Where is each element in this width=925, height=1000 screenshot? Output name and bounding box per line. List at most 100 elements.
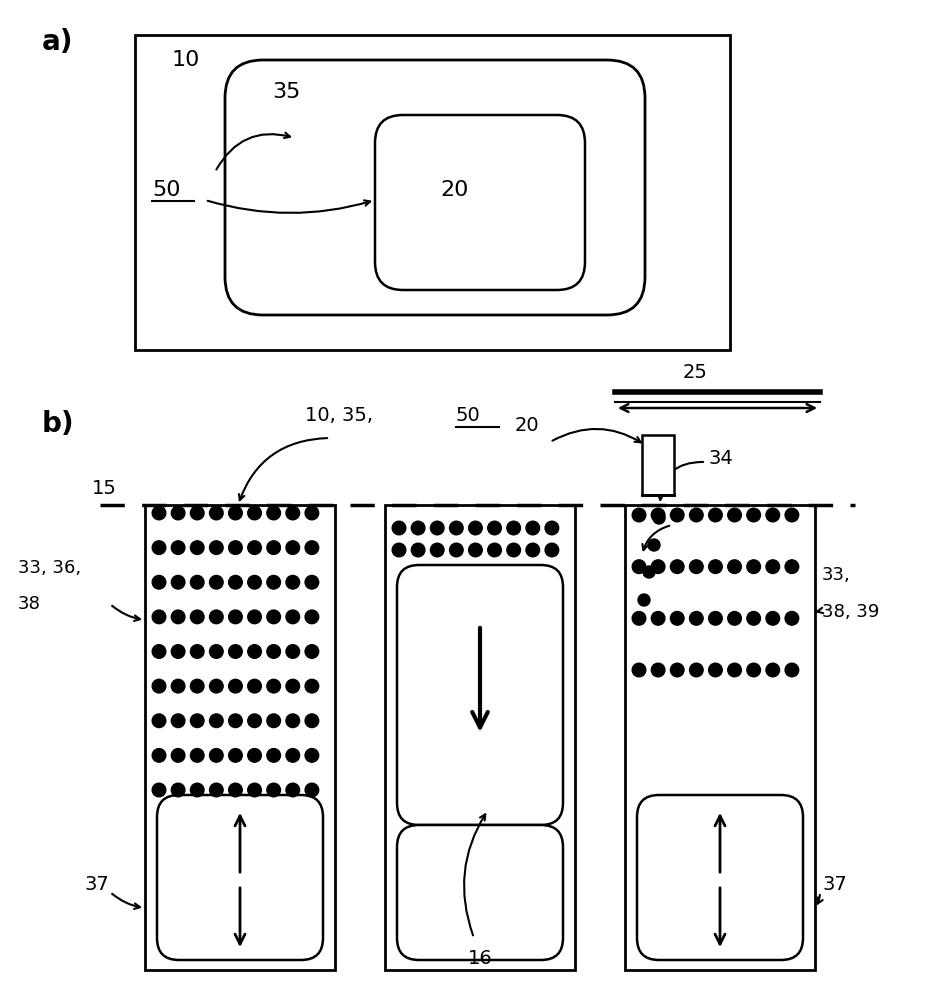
Circle shape xyxy=(153,610,166,624)
Circle shape xyxy=(171,679,185,693)
Circle shape xyxy=(526,521,539,535)
Circle shape xyxy=(709,560,722,573)
Circle shape xyxy=(248,679,262,693)
Circle shape xyxy=(248,783,262,797)
Circle shape xyxy=(210,645,223,658)
Circle shape xyxy=(153,575,166,589)
Circle shape xyxy=(392,521,406,535)
Circle shape xyxy=(487,543,501,557)
Circle shape xyxy=(728,508,741,522)
Circle shape xyxy=(153,749,166,762)
Circle shape xyxy=(267,645,280,658)
Circle shape xyxy=(507,543,521,557)
Bar xyxy=(385,505,575,970)
FancyBboxPatch shape xyxy=(397,825,563,960)
Circle shape xyxy=(412,543,425,557)
Text: 20: 20 xyxy=(515,416,539,435)
Circle shape xyxy=(638,594,650,606)
Circle shape xyxy=(191,575,204,589)
Circle shape xyxy=(267,541,280,554)
Circle shape xyxy=(785,663,798,677)
Bar xyxy=(145,505,335,970)
Text: 34: 34 xyxy=(708,448,733,468)
Circle shape xyxy=(746,663,760,677)
Circle shape xyxy=(286,575,300,589)
Circle shape xyxy=(430,521,444,535)
Circle shape xyxy=(171,506,185,520)
Circle shape xyxy=(305,714,319,728)
Circle shape xyxy=(286,506,300,520)
Circle shape xyxy=(267,610,280,624)
Circle shape xyxy=(210,575,223,589)
Circle shape xyxy=(632,663,646,677)
Circle shape xyxy=(469,543,482,557)
Text: 38, 39: 38, 39 xyxy=(822,603,880,621)
Circle shape xyxy=(286,541,300,554)
Circle shape xyxy=(248,714,262,728)
Text: b): b) xyxy=(42,410,75,438)
Circle shape xyxy=(191,783,204,797)
Circle shape xyxy=(286,714,300,728)
Circle shape xyxy=(228,714,242,728)
Circle shape xyxy=(210,749,223,762)
Circle shape xyxy=(766,560,780,573)
Circle shape xyxy=(671,663,684,677)
Circle shape xyxy=(632,508,646,522)
Circle shape xyxy=(171,541,185,554)
Circle shape xyxy=(487,521,501,535)
Circle shape xyxy=(545,543,559,557)
Circle shape xyxy=(545,521,559,535)
Circle shape xyxy=(305,783,319,797)
Circle shape xyxy=(171,645,185,658)
Circle shape xyxy=(228,749,242,762)
Text: 20: 20 xyxy=(441,180,469,200)
Text: 35: 35 xyxy=(272,82,301,102)
Circle shape xyxy=(305,506,319,520)
Circle shape xyxy=(228,506,242,520)
Circle shape xyxy=(671,560,684,573)
Circle shape xyxy=(267,575,280,589)
Circle shape xyxy=(153,506,166,520)
Circle shape xyxy=(191,749,204,762)
Circle shape xyxy=(526,543,539,557)
Circle shape xyxy=(171,610,185,624)
Text: a): a) xyxy=(42,28,73,56)
Circle shape xyxy=(171,714,185,728)
Circle shape xyxy=(728,560,741,573)
Circle shape xyxy=(191,506,204,520)
Circle shape xyxy=(653,512,665,524)
Circle shape xyxy=(689,663,703,677)
Circle shape xyxy=(286,679,300,693)
Circle shape xyxy=(248,541,262,554)
Circle shape xyxy=(191,541,204,554)
Circle shape xyxy=(191,645,204,658)
Circle shape xyxy=(153,541,166,554)
Bar xyxy=(625,505,815,970)
Circle shape xyxy=(153,714,166,728)
Circle shape xyxy=(210,679,223,693)
Circle shape xyxy=(651,663,665,677)
Circle shape xyxy=(689,508,703,522)
Text: 50: 50 xyxy=(456,406,481,425)
Circle shape xyxy=(746,508,760,522)
Circle shape xyxy=(248,575,262,589)
Circle shape xyxy=(671,508,684,522)
Circle shape xyxy=(191,679,204,693)
Circle shape xyxy=(766,508,780,522)
Circle shape xyxy=(171,783,185,797)
Text: 10, 35,: 10, 35, xyxy=(305,406,379,425)
Circle shape xyxy=(507,521,521,535)
Circle shape xyxy=(286,783,300,797)
Circle shape xyxy=(746,612,760,625)
Circle shape xyxy=(153,679,166,693)
Circle shape xyxy=(228,645,242,658)
Circle shape xyxy=(286,645,300,658)
Circle shape xyxy=(648,539,660,551)
Circle shape xyxy=(248,749,262,762)
Circle shape xyxy=(728,612,741,625)
Circle shape xyxy=(153,645,166,658)
Circle shape xyxy=(689,612,703,625)
Circle shape xyxy=(785,560,798,573)
Circle shape xyxy=(728,663,741,677)
Circle shape xyxy=(210,506,223,520)
